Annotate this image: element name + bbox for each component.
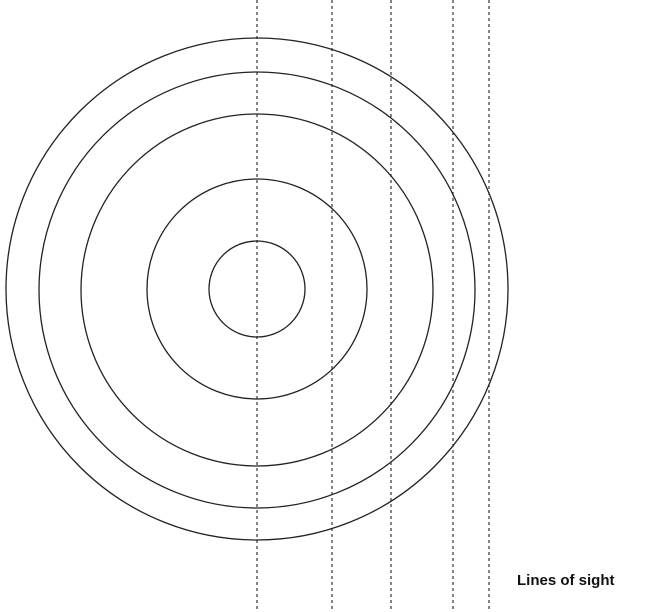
label: Lines of sight — [517, 572, 615, 589]
sight-lines — [256, 0, 490, 612]
